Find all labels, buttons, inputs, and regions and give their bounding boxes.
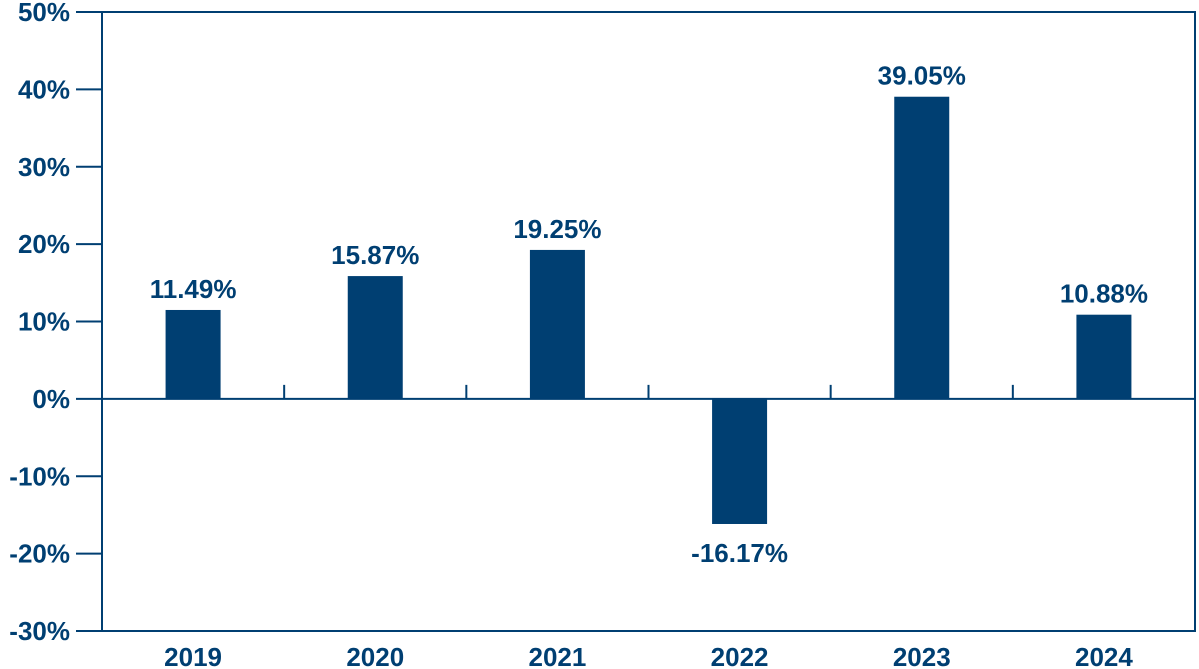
plot-frame bbox=[101, 11, 1196, 632]
x-tick-label-2019: 2019 bbox=[164, 642, 222, 669]
bar-2019 bbox=[165, 309, 221, 399]
data-labels: 11.49% 15.87% 19.25% -16.17% 39.05% 10.88% bbox=[150, 61, 1148, 568]
data-label-2020: 15.87% bbox=[331, 240, 419, 270]
y-tick-label: 50% bbox=[18, 0, 70, 27]
bar-2020 bbox=[347, 276, 403, 399]
data-label-2022: -16.17% bbox=[691, 538, 788, 568]
y-tick-label: 10% bbox=[18, 307, 70, 337]
y-tick-label: 0% bbox=[32, 384, 70, 414]
y-tick-label: 30% bbox=[18, 152, 70, 182]
x-tick-label-2022: 2022 bbox=[711, 642, 769, 669]
x-tick-label-2021: 2021 bbox=[528, 642, 586, 669]
bar-2021 bbox=[529, 249, 585, 399]
y-tick-label: -10% bbox=[9, 461, 70, 491]
bar-2024 bbox=[1076, 314, 1132, 399]
y-tick-label: -30% bbox=[9, 616, 70, 646]
x-axis: 2019 2020 2021 2022 2023 2024 bbox=[164, 642, 1133, 669]
bar-2022 bbox=[712, 398, 768, 524]
x-tick-label-2020: 2020 bbox=[346, 642, 404, 669]
data-label-2024: 10.88% bbox=[1060, 279, 1148, 309]
y-tick-label: 20% bbox=[18, 229, 70, 259]
zero-line bbox=[102, 384, 1195, 400]
y-axis: 50% 40% 30% 20% 10% 0% -10% -20% -30% bbox=[9, 0, 102, 646]
x-tick-label-2023: 2023 bbox=[893, 642, 951, 669]
data-label-2021: 19.25% bbox=[513, 214, 601, 244]
bar-2023 bbox=[894, 96, 950, 399]
data-label-2019: 11.49% bbox=[150, 274, 237, 304]
x-tick-label-2024: 2024 bbox=[1075, 642, 1133, 669]
y-tick-label: 40% bbox=[18, 74, 70, 104]
data-label-2023: 39.05% bbox=[878, 61, 966, 91]
bars bbox=[165, 96, 1132, 524]
y-tick-label: -20% bbox=[9, 539, 70, 569]
